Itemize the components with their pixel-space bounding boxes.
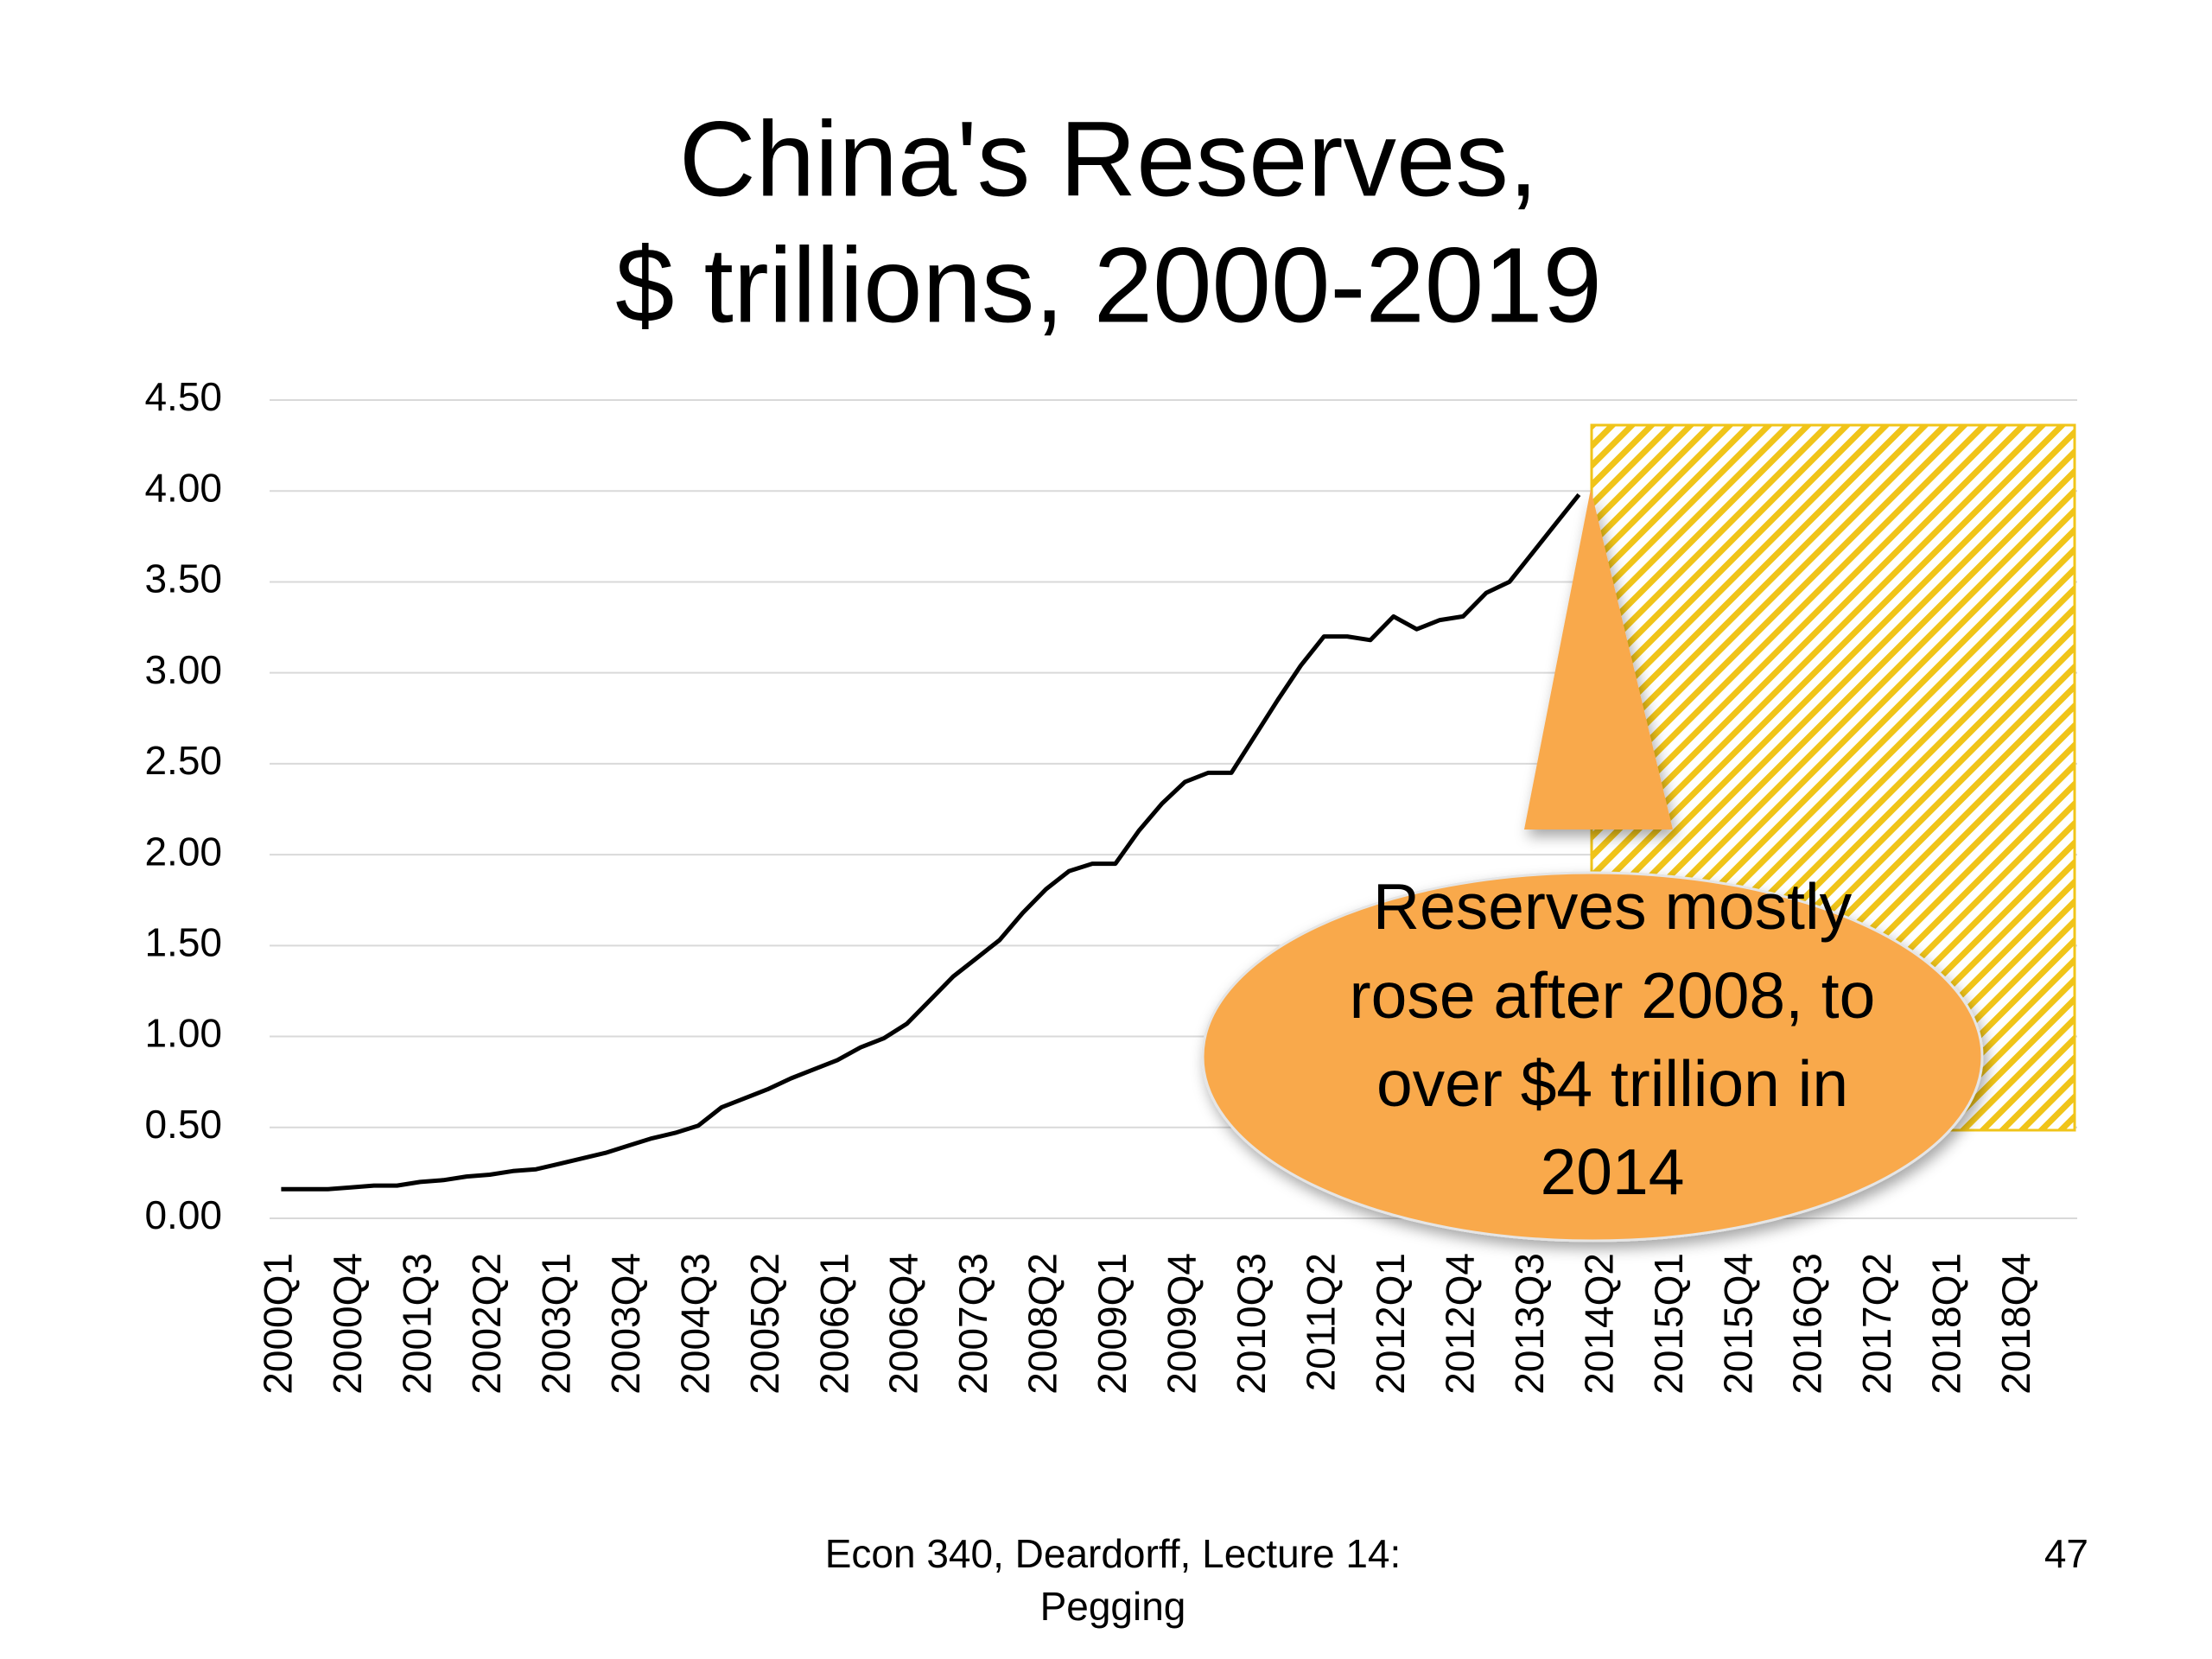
x-tick-label: 2006Q1	[811, 1253, 856, 1395]
x-tick-label: 2009Q1	[1090, 1253, 1135, 1395]
x-tick-label: 2018Q1	[1924, 1253, 1969, 1395]
x-tick-label: 2012Q1	[1368, 1253, 1413, 1395]
y-tick-label: 1.00	[144, 1011, 222, 1056]
y-tick-label: 3.50	[144, 556, 222, 601]
x-tick-label: 2000Q4	[325, 1253, 370, 1395]
y-tick-label: 3.00	[144, 647, 222, 692]
page-number: 47	[2044, 1531, 2088, 1576]
x-tick-label: 2008Q2	[1020, 1253, 1065, 1395]
y-tick-label: 0.00	[144, 1192, 222, 1237]
x-tick-label: 2002Q2	[464, 1253, 509, 1395]
y-tick-label: 4.50	[144, 374, 222, 419]
chart-title: $ trillions, 2000-2019	[615, 226, 1602, 345]
annotation: rose after 2008, to	[1350, 959, 1876, 1032]
y-tick-label: 2.50	[144, 738, 222, 783]
y-tick-label: 2.00	[144, 829, 222, 874]
annotation: 2014	[1541, 1135, 1685, 1208]
x-tick-label: 2006Q4	[881, 1253, 926, 1395]
callout	[1201, 489, 1984, 1243]
x-tick-label: 2013Q3	[1507, 1253, 1552, 1395]
x-tick-label: 2003Q1	[533, 1253, 578, 1395]
x-tick-label: 2010Q3	[1229, 1253, 1274, 1395]
x-tick-label: 2012Q4	[1437, 1253, 1482, 1395]
y-tick-label: 1.50	[144, 919, 222, 964]
x-tick-label: 2017Q2	[1854, 1253, 1899, 1395]
annotation: over $4 trillion in	[1376, 1047, 1848, 1120]
x-tick-label: 2009Q4	[1160, 1253, 1205, 1395]
x-tick-label: 2015Q1	[1646, 1253, 1691, 1395]
data-line	[281, 493, 1581, 1192]
x-tick-label: 2018Q4	[1993, 1253, 2038, 1395]
x-tick-label: 2000Q1	[256, 1253, 301, 1395]
x-tick-label: 2003Q4	[603, 1253, 648, 1395]
callout-pointer	[1524, 489, 1673, 830]
x-tick-label: 2016Q3	[1785, 1253, 1830, 1395]
callout-bubble	[1201, 871, 1984, 1243]
x-tick-label: 2004Q3	[672, 1253, 717, 1395]
y-tick-label: 0.50	[144, 1102, 222, 1147]
x-tick-label: 2005Q2	[742, 1253, 787, 1395]
x-tick-label: 2015Q4	[1715, 1253, 1760, 1395]
chart-title: China's Reserves,	[679, 100, 1538, 219]
y-tick-label: 4.00	[144, 465, 222, 510]
x-tick-label: 2001Q3	[394, 1253, 439, 1395]
annotation: Reserves mostly	[1373, 870, 1853, 943]
x-tick-label: 2014Q2	[1576, 1253, 1621, 1395]
x-tick-label: 2007Q3	[950, 1253, 995, 1395]
x-tick-label: 2011Q2	[1298, 1253, 1343, 1391]
footer: Econ 340, Deardorff, Lecture 14:	[825, 1531, 1402, 1576]
footer: Pegging	[1040, 1584, 1186, 1629]
